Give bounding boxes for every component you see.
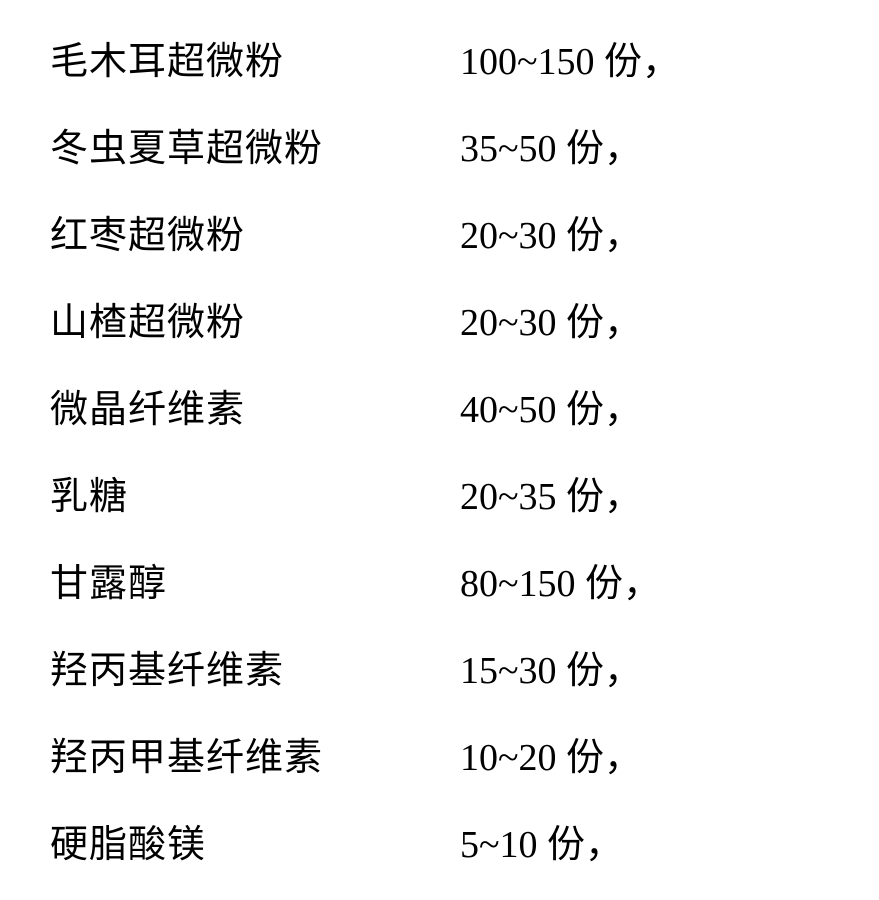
table-row: 甘露醇 80~150 份， [50, 552, 829, 607]
ingredient-label: 毛木耳超微粉 [50, 30, 460, 85]
ingredient-label: 乳糖 [50, 465, 460, 520]
amount-value: 100~150 份， [460, 30, 680, 85]
ingredient-label: 山楂超微粉 [50, 291, 460, 346]
amount-value: 80~150 份， [460, 552, 661, 607]
table-row: 冬虫夏草超微粉 35~50 份， [50, 117, 829, 172]
table-row: 乳糖 20~35 份， [50, 465, 829, 520]
amount-value: 20~30 份， [460, 204, 642, 259]
table-row: 羟丙基纤维素 15~30 份， [50, 639, 829, 694]
table-row: 羟丙甲基纤维素 10~20 份， [50, 726, 829, 781]
table-row: 山楂超微粉 20~30 份， [50, 291, 829, 346]
ingredient-label: 甘露醇 [50, 552, 460, 607]
ingredient-label: 红枣超微粉 [50, 204, 460, 259]
ingredient-table: 毛木耳超微粉 100~150 份， 冬虫夏草超微粉 35~50 份， 红枣超微粉… [50, 30, 829, 900]
amount-value: 40~50 份， [460, 378, 642, 433]
ingredient-label: 微晶纤维素 [50, 378, 460, 433]
amount-value: 20~30 份， [460, 291, 642, 346]
table-row: 红枣超微粉 20~30 份， [50, 204, 829, 259]
amount-value: 35~50 份， [460, 117, 642, 172]
ingredient-label: 羟丙基纤维素 [50, 639, 460, 694]
amount-value: 5~10 份， [460, 813, 623, 868]
ingredient-label: 羟丙甲基纤维素 [50, 726, 460, 781]
ingredient-label: 硬脂酸镁 [50, 813, 460, 868]
table-row: 硬脂酸镁 5~10 份， [50, 813, 829, 868]
table-row: 微晶纤维素 40~50 份， [50, 378, 829, 433]
amount-value: 20~35 份， [460, 465, 642, 520]
ingredient-label: 冬虫夏草超微粉 [50, 117, 460, 172]
amount-value: 10~20 份， [460, 726, 642, 781]
table-row: 毛木耳超微粉 100~150 份， [50, 30, 829, 85]
amount-value: 15~30 份， [460, 639, 642, 694]
